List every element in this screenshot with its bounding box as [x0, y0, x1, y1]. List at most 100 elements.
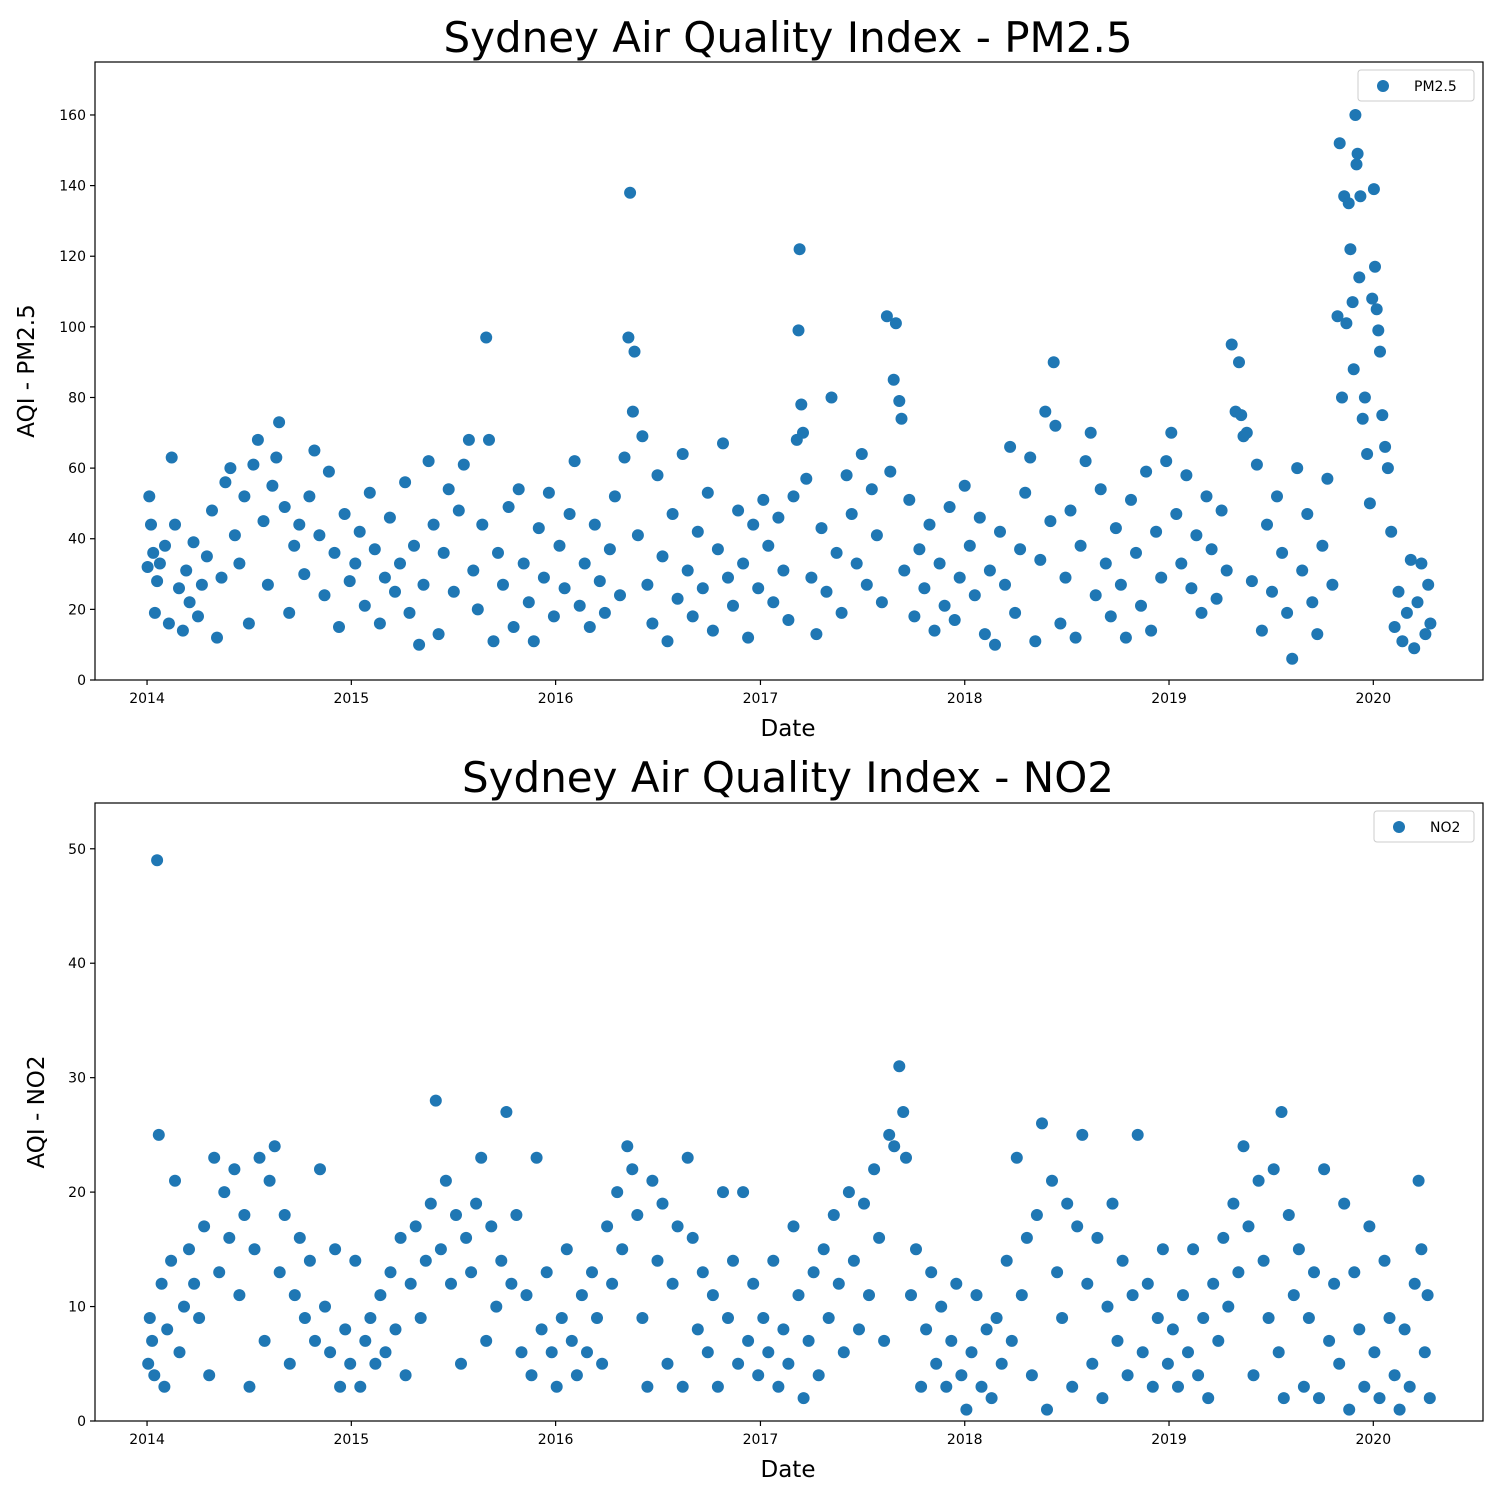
- pm25-data-point: [1019, 486, 1032, 499]
- pm25-data-point: [1379, 440, 1392, 453]
- no2-data-point: [1202, 1392, 1215, 1405]
- pm25-data-point: [558, 582, 571, 595]
- no2-data-point: [1403, 1380, 1416, 1393]
- pm25-data-point: [228, 529, 241, 542]
- no2-data-point: [853, 1323, 865, 1336]
- no2-data-point: [681, 1151, 694, 1164]
- legend-box: [1373, 810, 1475, 843]
- x-tick-label: 2020: [1355, 691, 1391, 707]
- pm25-data-point: [502, 501, 515, 513]
- pm25-data-point: [1155, 571, 1168, 584]
- pm25-data-point: [169, 518, 181, 531]
- no2-data-point: [1096, 1392, 1109, 1405]
- pm25-data-point: [298, 568, 311, 581]
- pm25-data-point: [792, 324, 805, 337]
- no2-data-point: [905, 1289, 917, 1302]
- no2-data-point: [985, 1392, 998, 1405]
- legend-label: NO2: [1430, 820, 1460, 836]
- pm25-data-point: [378, 571, 391, 584]
- pm25-data-point: [1291, 462, 1304, 475]
- pm25-data-point: [192, 610, 204, 623]
- no2-data-point: [555, 1312, 568, 1324]
- pm25-data-point: [266, 479, 279, 492]
- pm25-data-point: [903, 493, 916, 506]
- pm25-data-point: [399, 476, 412, 489]
- pm25-data-point: [492, 546, 504, 559]
- pm25-data-point: [1276, 546, 1289, 559]
- pm25-data-point: [1069, 631, 1082, 644]
- no2-data-point: [1388, 1369, 1401, 1382]
- pm25-data-point: [983, 564, 996, 577]
- pm25-data-point: [676, 448, 689, 460]
- pm25-data-point: [1029, 635, 1042, 648]
- no2-data-point: [1408, 1277, 1421, 1290]
- no2-plot-area: [142, 854, 1436, 1416]
- pm25-data-point: [1306, 596, 1319, 609]
- pm25-data-point: [413, 638, 426, 651]
- no2-data-point: [1020, 1231, 1033, 1244]
- pm25-data-point: [583, 621, 596, 633]
- no2-data-point: [465, 1266, 478, 1279]
- no2-data-point: [706, 1289, 719, 1302]
- pm25-data-point: [810, 628, 823, 641]
- no2-data-point: [475, 1151, 488, 1164]
- no2-data-point: [930, 1357, 943, 1370]
- no2-data-point: [309, 1334, 321, 1347]
- no2-data-point: [591, 1312, 603, 1324]
- no2-data-point: [1156, 1243, 1169, 1256]
- pm25-data-point: [1404, 553, 1417, 566]
- pm25-data-point: [283, 606, 296, 619]
- no2-data-point: [1237, 1140, 1250, 1153]
- pm25-chart: Sydney Air Quality Index - PM2.5 2014 201…: [14, 13, 1484, 742]
- no2-data-point: [575, 1289, 588, 1302]
- no2-data-point: [1318, 1163, 1331, 1176]
- pm25-data-point: [711, 543, 724, 556]
- no2-data-point: [858, 1197, 870, 1210]
- pm25-data-point: [968, 589, 981, 602]
- pm25-data-point: [870, 529, 883, 542]
- pm25-data-point: [353, 525, 366, 538]
- pm25-data-point: [1340, 317, 1353, 330]
- no2-data-point: [1136, 1346, 1149, 1359]
- pm25-data-point: [1344, 243, 1357, 256]
- pm25-data-point: [1140, 465, 1153, 478]
- pm25-data-point: [173, 582, 185, 595]
- pm25-data-point: [938, 599, 951, 612]
- pm25-data-point: [1099, 557, 1112, 570]
- no2-data-point: [883, 1128, 896, 1141]
- no2-data-point: [1348, 1266, 1361, 1279]
- no2-data-point: [1000, 1254, 1013, 1267]
- no2-data-point: [812, 1369, 825, 1382]
- y-tick-label: 60: [68, 461, 86, 477]
- pm25-data-point: [737, 557, 750, 570]
- pm25-data-point: [1411, 596, 1424, 609]
- no2-data-point: [1393, 1403, 1406, 1416]
- no2-data-point: [696, 1266, 709, 1279]
- pm25-data-point: [1240, 426, 1253, 439]
- pm25-data-point: [999, 578, 1011, 591]
- no2-data-point: [1383, 1312, 1396, 1324]
- no2-data-point: [329, 1243, 342, 1256]
- pm25-data-point: [1200, 490, 1213, 503]
- no2-data-point: [910, 1243, 922, 1256]
- pm25-data-point: [497, 578, 509, 591]
- pm25-data-point: [389, 585, 401, 598]
- pm25-data-point: [1419, 628, 1432, 641]
- pm25-data-point: [1024, 451, 1037, 464]
- no2-data-point: [1297, 1380, 1310, 1393]
- pm25-data-point: [1346, 296, 1359, 309]
- no2-data-point: [1363, 1220, 1376, 1233]
- pm25-data-point: [895, 412, 908, 425]
- no2-data-point: [1292, 1243, 1305, 1256]
- pm25-data-point: [447, 585, 460, 598]
- no2-data-point: [616, 1243, 629, 1256]
- no2-data-point: [752, 1369, 765, 1382]
- pm25-data-point: [835, 606, 848, 619]
- no2-data-point: [203, 1369, 216, 1382]
- y-tick-label: 120: [59, 249, 86, 265]
- no2-data-point: [782, 1357, 795, 1370]
- no2-data-point: [1415, 1243, 1428, 1256]
- no2-data-point: [146, 1334, 159, 1347]
- pm25-data-point: [626, 405, 639, 418]
- pm25-data-point: [767, 596, 780, 609]
